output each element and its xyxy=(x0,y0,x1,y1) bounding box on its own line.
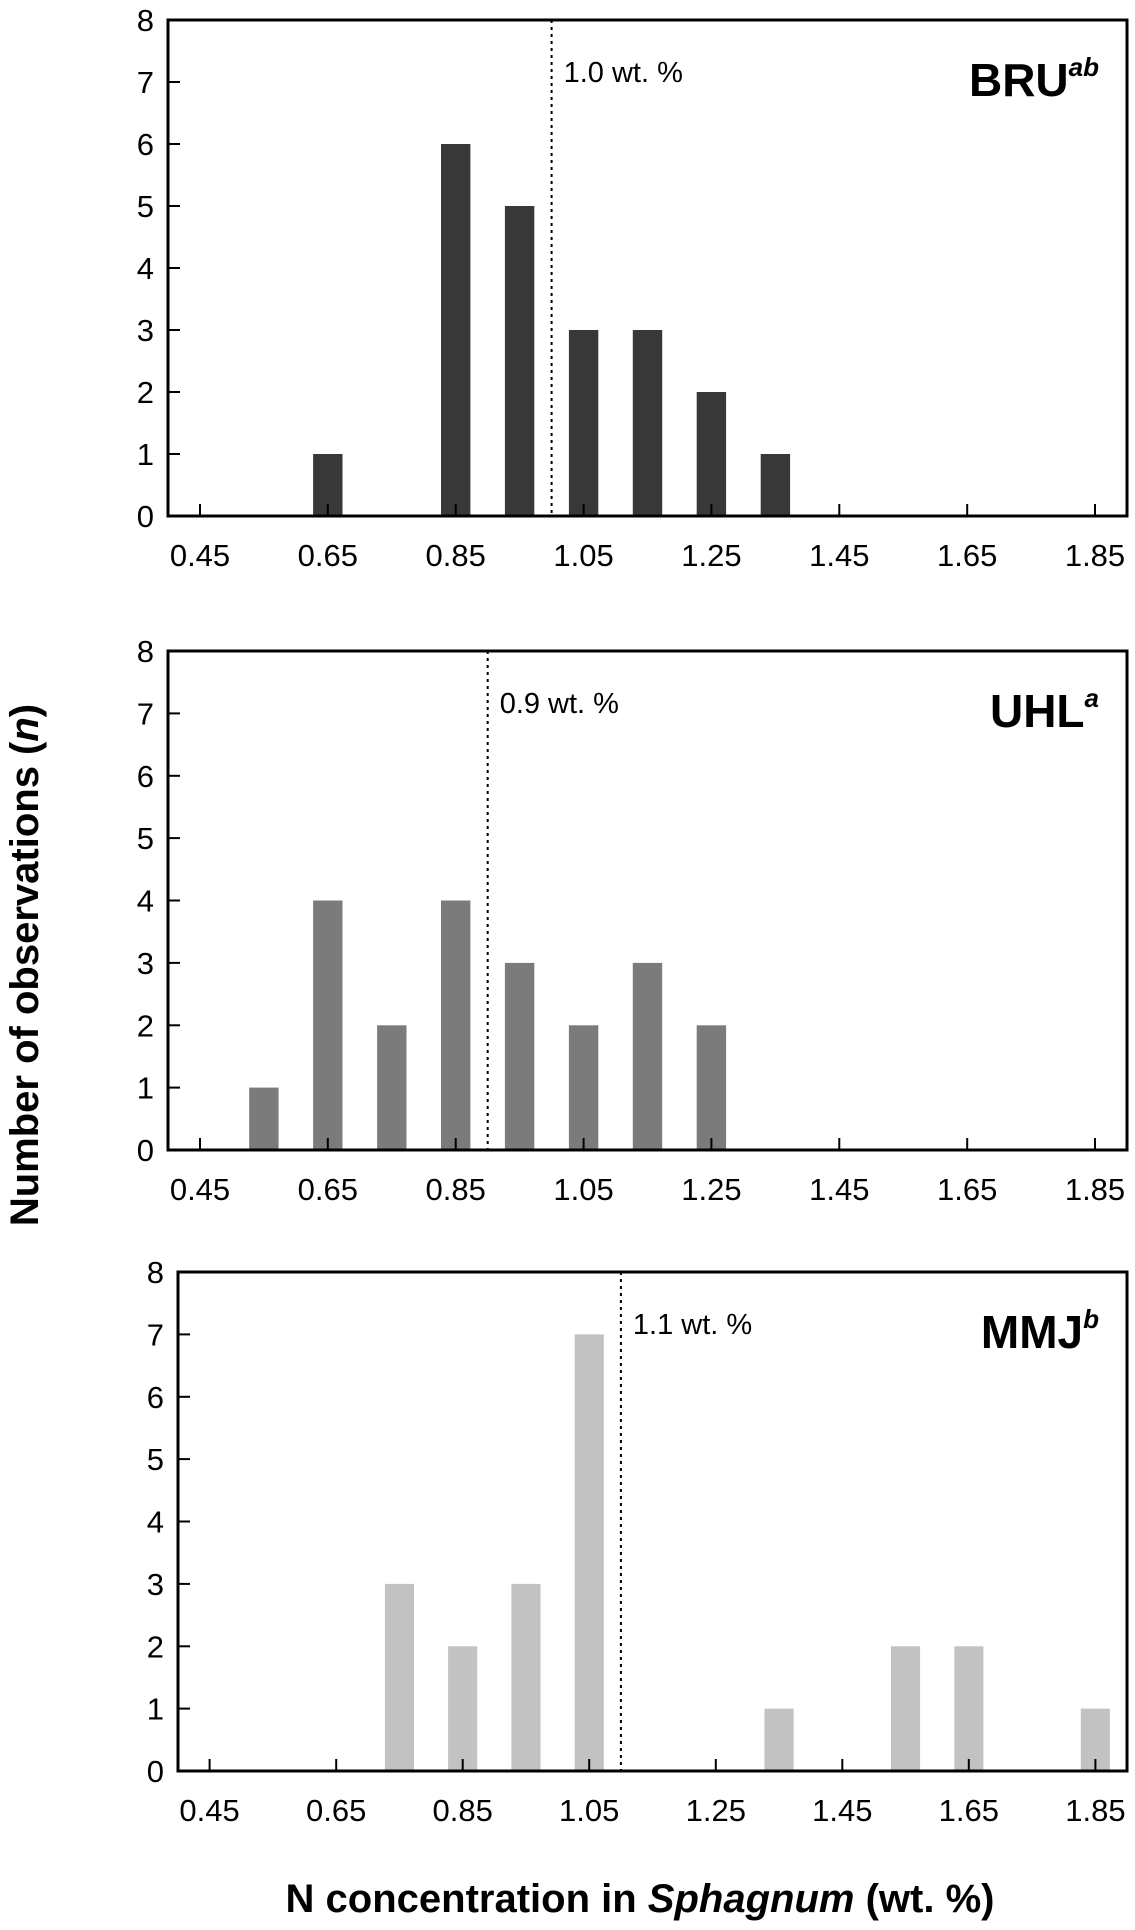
x-tick-label: 0.85 xyxy=(426,538,486,573)
x-tick-label: 1.45 xyxy=(812,1793,872,1828)
y-tick-label: 6 xyxy=(137,127,154,162)
x-tick-label: 1.45 xyxy=(809,1172,869,1207)
bar xyxy=(441,144,471,516)
site-name: UHL xyxy=(990,685,1085,737)
bar xyxy=(568,1025,599,1151)
bar xyxy=(891,1646,921,1772)
y-tick-label: 7 xyxy=(137,696,154,731)
x-tick-label: 1.85 xyxy=(1065,1793,1125,1828)
y-tick-label: 2 xyxy=(147,1629,164,1664)
y-tick-label: 6 xyxy=(137,759,154,794)
x-tick-label: 1.25 xyxy=(681,538,741,573)
bar xyxy=(448,1646,478,1772)
y-tick-label: 4 xyxy=(137,884,154,919)
bar xyxy=(441,900,471,1150)
x-axis-title-suffix: (wt. %) xyxy=(854,1877,994,1921)
x-tick-label: 0.45 xyxy=(179,1793,239,1828)
y-tick-label: 3 xyxy=(147,1567,164,1602)
x-axis-title-italic: Sphagnum xyxy=(648,1877,855,1921)
y-tick-label: 5 xyxy=(147,1442,164,1477)
bar xyxy=(504,206,535,516)
y-axis-title-prefix: Number of observations ( xyxy=(3,741,47,1226)
y-axis-title: Number of observations (n) xyxy=(3,704,47,1226)
x-tick-label: 0.85 xyxy=(426,1172,486,1207)
x-tick-label: 1.65 xyxy=(937,538,997,573)
y-tick-label: 8 xyxy=(137,634,154,669)
site-superscript: b xyxy=(1083,1304,1099,1334)
y-tick-label: 0 xyxy=(137,499,154,534)
y-tick-label: 5 xyxy=(137,189,154,224)
x-tick-label: 1.05 xyxy=(559,1793,619,1828)
x-tick-label: 0.85 xyxy=(433,1793,493,1828)
site-name: BRU xyxy=(969,54,1069,106)
x-tick-label: 1.05 xyxy=(553,1172,613,1207)
x-tick-label: 1.85 xyxy=(1065,538,1125,573)
x-tick-label: 0.65 xyxy=(298,1172,358,1207)
y-tick-label: 5 xyxy=(137,821,154,856)
x-tick-label: 1.45 xyxy=(809,538,869,573)
bar xyxy=(764,1708,794,1771)
y-tick-label: 3 xyxy=(137,313,154,348)
bar xyxy=(384,1583,414,1771)
bar xyxy=(568,330,599,516)
y-axis-title-var: n xyxy=(3,717,47,741)
bar xyxy=(954,1646,984,1772)
x-tick-label: 0.45 xyxy=(170,1172,230,1207)
y-tick-label: 2 xyxy=(137,375,154,410)
y-tick-label: 7 xyxy=(137,65,154,100)
bar xyxy=(632,962,663,1150)
x-tick-label: 1.85 xyxy=(1065,1172,1125,1207)
bar xyxy=(632,330,663,516)
y-tick-label: 6 xyxy=(147,1380,164,1415)
panel-uhl: 0.9 wt. % 0 1 2 3 4 5 6 7 8 0.45 0.65 0.85 1.05 1.25 1.… xyxy=(137,634,1129,1207)
x-axis-title: N concentration in Sphagnum (wt. %) xyxy=(286,1877,995,1921)
x-tick-label: 1.25 xyxy=(681,1172,741,1207)
threshold-label: 1.0 wt. % xyxy=(564,57,683,89)
threshold-label: 1.1 wt. % xyxy=(633,1309,752,1341)
site-superscript: ab xyxy=(1069,52,1099,82)
x-tick-label: 0.45 xyxy=(170,538,230,573)
y-axis-title-suffix: ) xyxy=(3,704,47,717)
bar xyxy=(696,1025,727,1151)
y-tick-label: 7 xyxy=(147,1317,164,1352)
bar xyxy=(696,392,727,516)
x-tick-label: 1.65 xyxy=(937,1172,997,1207)
x-tick-label: 1.05 xyxy=(553,538,613,573)
panel-mmj: 1.1 wt. % 0 1 2 3 4 5 6 7 8 0.45 0.65 0.85 1.05 1.25 1.… xyxy=(147,1255,1129,1828)
site-label: MMJb xyxy=(981,1304,1099,1358)
y-tick-label: 3 xyxy=(137,946,154,981)
y-tick-label: 0 xyxy=(147,1754,164,1789)
y-tick-label: 4 xyxy=(137,251,154,286)
y-tick-label: 1 xyxy=(137,1071,154,1106)
bar xyxy=(313,900,343,1150)
x-tick-label: 1.65 xyxy=(939,1793,999,1828)
x-tick-label: 1.25 xyxy=(686,1793,746,1828)
x-axis-title-prefix: N concentration in xyxy=(286,1877,648,1921)
site-label: BRUab xyxy=(969,52,1099,106)
bar xyxy=(511,1583,541,1771)
threshold-label: 0.9 wt. % xyxy=(500,688,619,720)
bar xyxy=(760,454,791,516)
bar xyxy=(574,1334,604,1771)
y-tick-label: 1 xyxy=(147,1692,164,1727)
x-tick-label: 0.65 xyxy=(306,1793,366,1828)
site-superscript: a xyxy=(1085,683,1099,713)
y-tick-label: 0 xyxy=(137,1133,154,1168)
bar xyxy=(504,962,535,1150)
y-tick-label: 2 xyxy=(137,1008,154,1043)
bar xyxy=(377,1025,407,1151)
bar xyxy=(249,1087,279,1150)
y-tick-label: 8 xyxy=(147,1255,164,1290)
y-tick-label: 4 xyxy=(147,1505,164,1540)
y-tick-label: 1 xyxy=(137,437,154,472)
panel-bru: 1.0 wt. % 0 1 2 3 4 5 6 7 8 0.45 0.65 0.85 1.05 1.25 1.… xyxy=(137,3,1129,573)
y-tick-label: 8 xyxy=(137,3,154,38)
site-label: UHLa xyxy=(990,683,1099,737)
x-tick-label: 0.65 xyxy=(298,538,358,573)
site-name: MMJ xyxy=(981,1306,1083,1358)
